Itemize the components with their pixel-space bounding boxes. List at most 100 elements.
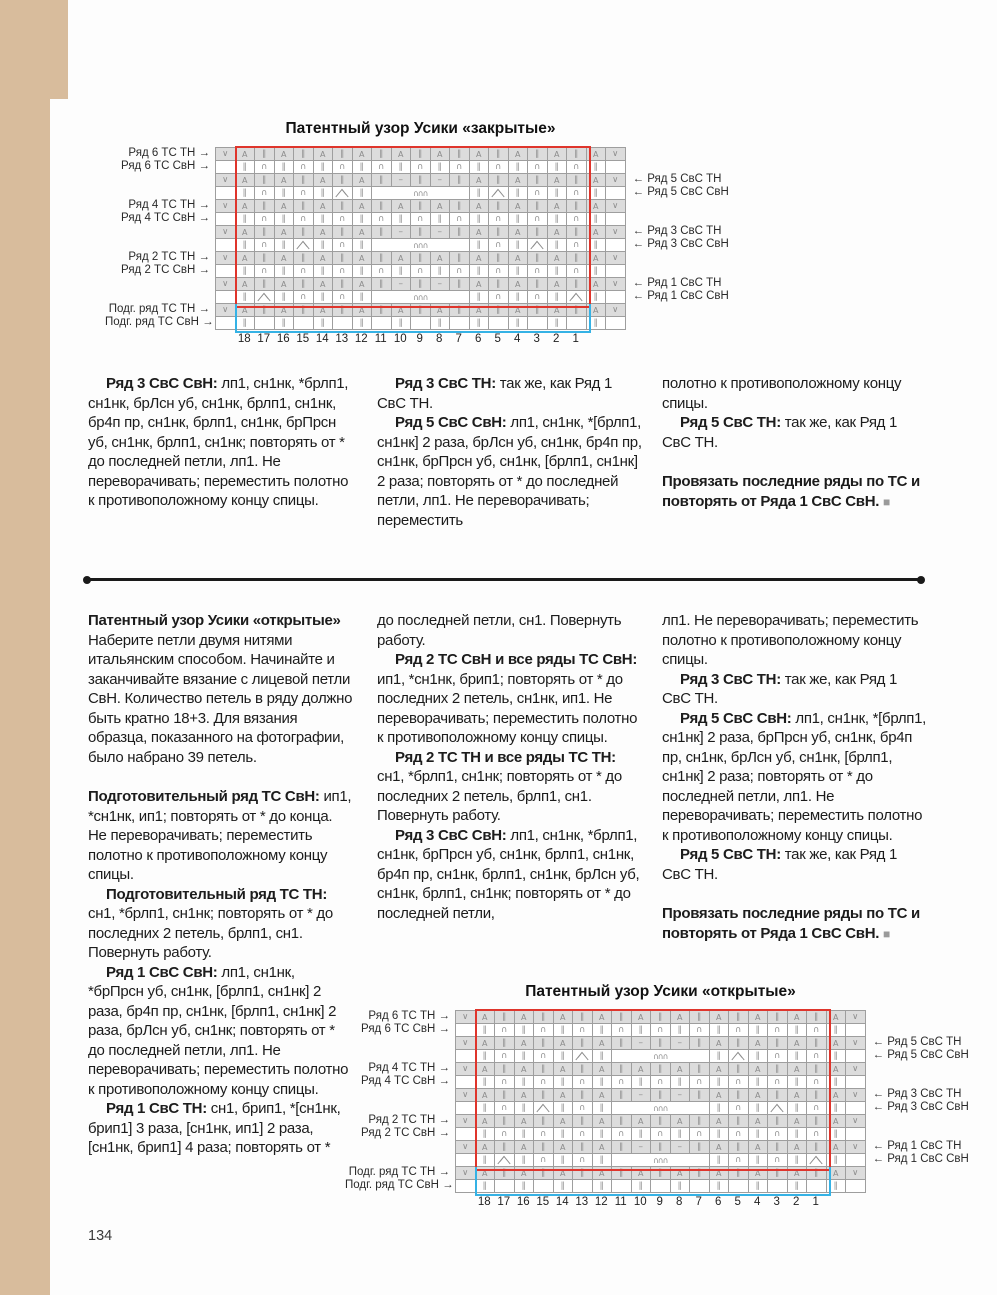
knit-below-icon: A <box>833 1142 839 1152</box>
knit-below-icon: A <box>521 1142 527 1152</box>
chart-cell: A <box>508 148 528 161</box>
chart-cell: ∥ <box>826 1024 846 1037</box>
chart-cell: ∥ <box>709 1050 729 1063</box>
knit-below-icon: A <box>482 1038 488 1048</box>
chart-row-label <box>345 1101 455 1114</box>
chart-cell: A <box>469 200 489 213</box>
chart-cell: ∥ <box>475 1154 495 1167</box>
stitch-pair-icon: ∥ <box>320 187 325 198</box>
stitch-pair-icon: ∥ <box>281 317 286 328</box>
chart-cell: ∩ <box>690 1076 710 1089</box>
stitch-pair-icon: ∥ <box>560 1076 565 1087</box>
knit-below-icon: A <box>716 1168 722 1178</box>
chart-cell: ∥ <box>631 1076 651 1089</box>
stitch-pair-icon: ∥ <box>593 187 598 198</box>
stitch-pair-icon: ∥ <box>775 1115 780 1126</box>
yarnover-icon: ∩ <box>774 1024 781 1035</box>
yarnover-icon: ∩ <box>813 1102 820 1113</box>
chart-cell: ∥ <box>475 1102 495 1115</box>
paragraph: лп1. Не переворачивать; переместить поло… <box>662 612 919 668</box>
chart-cell <box>528 317 548 330</box>
chart-cell <box>729 1180 749 1193</box>
stitch-number: 7 <box>695 1196 702 1208</box>
stitch-pair-icon: ∥ <box>574 278 579 289</box>
chart-cell: ∩ <box>768 1076 788 1089</box>
stitch-pair-icon: ∥ <box>574 200 579 211</box>
chart-cell: ∩∩∩ <box>372 291 470 304</box>
stitch-pair-icon: ∥ <box>262 278 267 289</box>
chart-cell: A <box>313 226 333 239</box>
stitch-pair-icon: ∥ <box>755 1024 760 1035</box>
chart-cell: ∥ <box>592 1102 612 1115</box>
chart-cell <box>255 291 275 304</box>
right-arrow-icon: → <box>438 1010 451 1022</box>
chart-cell: ∥ <box>508 239 528 252</box>
chart-cell <box>528 239 548 252</box>
knit-below-icon: A <box>833 1038 839 1048</box>
chart-cell: ∥ <box>495 1011 515 1024</box>
stitch-pair-icon: ∥ <box>593 317 598 328</box>
stitch-pair-icon: ∥ <box>262 148 267 159</box>
chart-cell: ∥ <box>352 291 372 304</box>
stitch-number: 15 <box>296 333 310 345</box>
chart-cell: ∥ <box>573 1167 593 1180</box>
chart-cell: A <box>748 1115 768 1128</box>
chart-cell: A <box>826 1089 846 1102</box>
chart-cell: A <box>748 1063 768 1076</box>
chart-cell: A <box>313 174 333 187</box>
no-stitch-icon: – <box>677 1089 683 1100</box>
chart-cell <box>690 1180 710 1193</box>
chart-row-label: Ряд 6 ТС ТН → <box>368 1010 451 1022</box>
stitch-number: 12 <box>594 1196 608 1208</box>
left-arrow-icon: ← <box>632 173 645 185</box>
stitch-pair-icon: ∥ <box>736 1037 741 1048</box>
stitch-pair-icon: ∥ <box>658 1063 663 1074</box>
stitch-pair-icon: ∥ <box>496 226 501 237</box>
chart-cell: A <box>514 1037 534 1050</box>
stitch-pair-icon: ∥ <box>554 239 559 250</box>
stitch-pair-icon: ∥ <box>554 291 559 302</box>
chart-cell: ∥ <box>313 291 333 304</box>
chart-cell: A <box>352 252 372 265</box>
chart-cell <box>495 1154 515 1167</box>
knit-below-icon: A <box>281 279 287 289</box>
chart-cell: ∩ <box>729 1102 749 1115</box>
chart-cell: ∥ <box>391 317 411 330</box>
stitch-pair-icon: ∥ <box>476 239 481 250</box>
chart-row-label <box>105 277 215 290</box>
stitch-pair-icon: ∥ <box>515 317 520 328</box>
chart-cell: ∥ <box>573 1089 593 1102</box>
chart-cell: – <box>430 278 450 291</box>
knit-below-icon: A <box>359 253 365 263</box>
no-stitch-icon: – <box>437 174 443 185</box>
chart-cell: A <box>274 226 294 239</box>
chart-cell: A <box>430 252 450 265</box>
knit-below-icon: A <box>320 175 326 185</box>
chart-cell: ∥ <box>547 265 567 278</box>
chart-cell: ∥ <box>709 1154 729 1167</box>
chart-cell: ∥ <box>631 1180 651 1193</box>
chart-cell: ∨ <box>606 226 626 239</box>
chart-cell: – <box>670 1037 690 1050</box>
chart-cell: ∥ <box>528 200 548 213</box>
chart-cell: ∩∩∩ <box>612 1102 710 1115</box>
stitch-pair-icon: ∥ <box>535 174 540 185</box>
stitch-pair-icon: ∥ <box>482 1128 487 1139</box>
left-arrow-icon: ← <box>872 1101 885 1113</box>
paragraph: Ряд 1 СвС СвН: лп1, сн1нк, *брПрсн уб, с… <box>88 963 349 1098</box>
chart-cell <box>456 1154 476 1167</box>
edge-stitch-icon: ∨ <box>852 1037 859 1048</box>
chart-cell: ∥ <box>528 304 548 317</box>
stitch-pair-icon: ∥ <box>814 1167 819 1178</box>
chart-cell: ∥ <box>787 1050 807 1063</box>
chart-cell: ∥ <box>528 148 548 161</box>
stitch-pair-icon: ∥ <box>281 187 286 198</box>
right-arrow-icon: → <box>198 199 211 211</box>
knit-below-icon: A <box>794 1142 800 1152</box>
chart-cell: ∥ <box>475 1180 495 1193</box>
chart-row-label <box>866 1179 997 1192</box>
knit-below-icon: A <box>755 1116 761 1126</box>
chart-cell: ∥ <box>651 1011 671 1024</box>
chart-cell: ∥ <box>729 1115 749 1128</box>
chart-cell: ∥ <box>489 304 509 317</box>
